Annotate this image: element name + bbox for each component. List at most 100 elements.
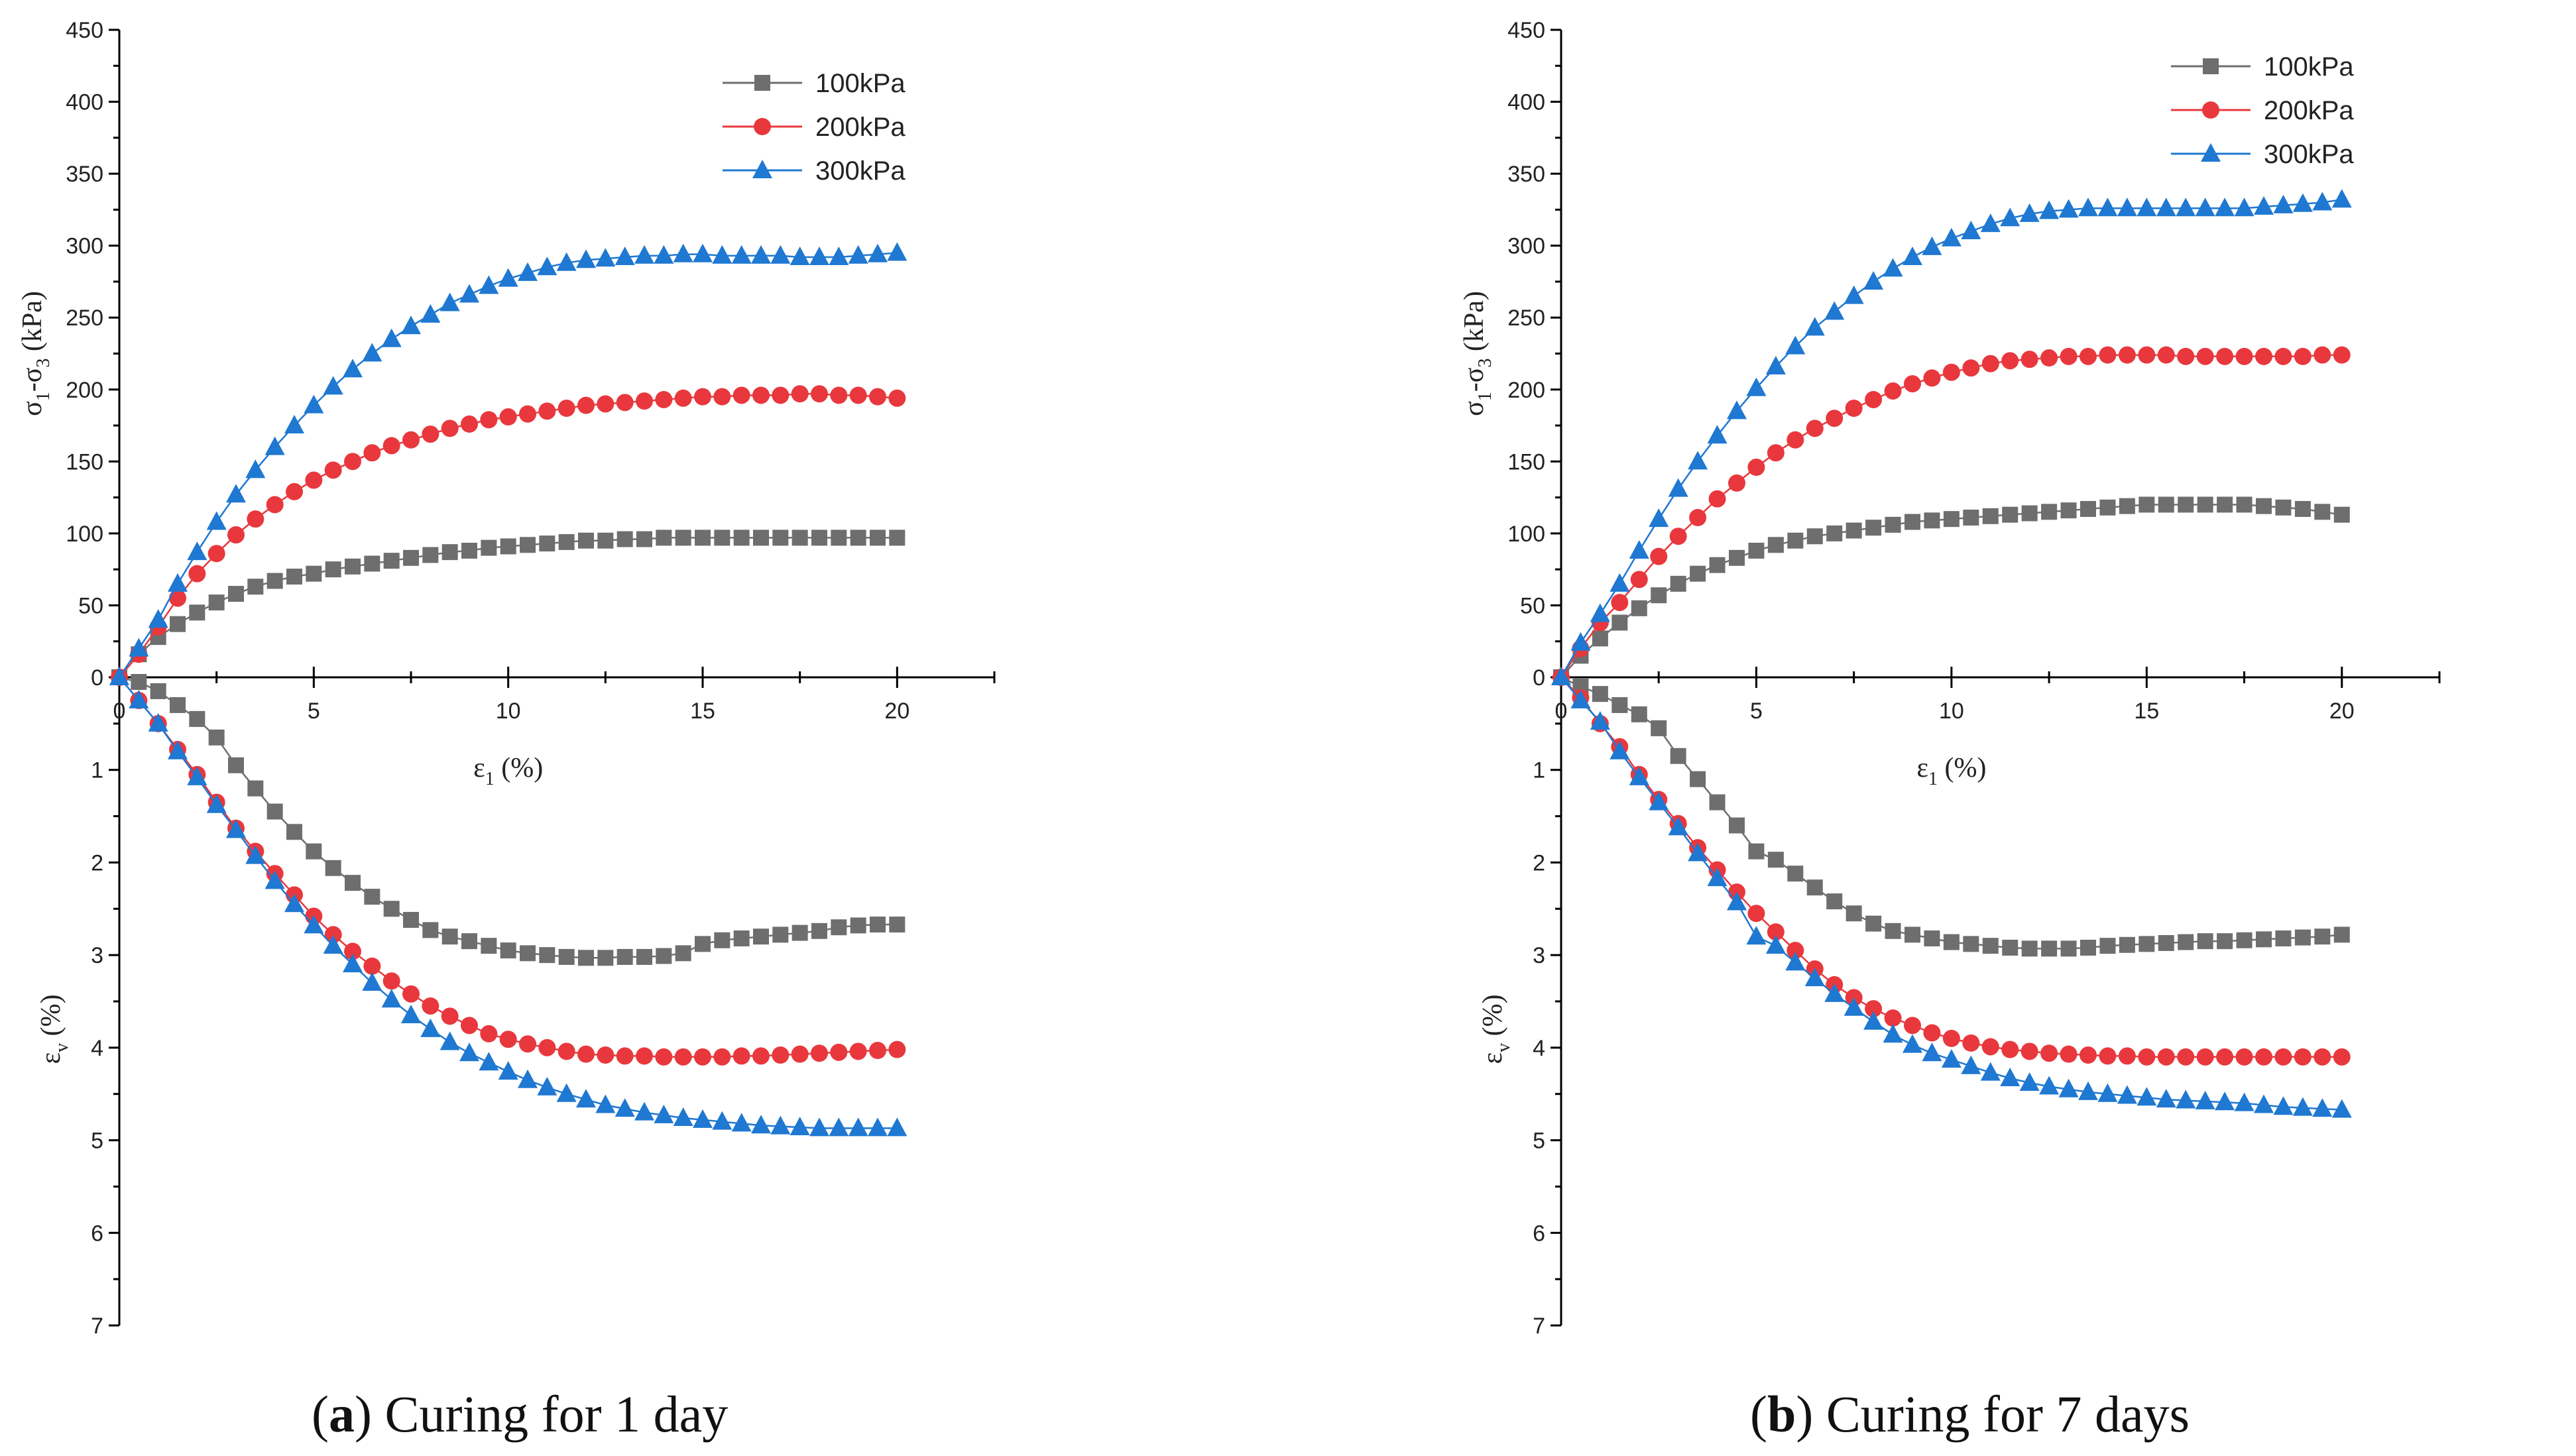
stress-point — [401, 315, 421, 335]
stress-point — [2118, 346, 2136, 364]
stress-point — [693, 243, 713, 262]
volumetric-point — [791, 924, 808, 941]
stress-point — [187, 541, 207, 561]
stress-point — [1767, 444, 1785, 462]
volumetric-point — [1865, 1000, 1883, 1018]
stress-point — [479, 275, 499, 294]
stress-point — [675, 530, 691, 546]
volumetric-point — [1570, 689, 1591, 708]
stress-point — [2274, 347, 2292, 365]
volumetric-point — [752, 1047, 770, 1065]
y-tick-label: 5 — [91, 1129, 103, 1154]
stress-point — [420, 304, 441, 323]
stress-point — [2058, 199, 2079, 218]
volumetric-point — [1592, 686, 1608, 702]
lower-y-axis-title: εv (%) — [1478, 994, 1514, 1064]
y-tick-label: 400 — [1507, 90, 1545, 115]
stress-point — [790, 247, 810, 266]
stress-point — [344, 453, 361, 471]
volumetric-point — [791, 1045, 809, 1063]
volumetric-point — [1885, 923, 1901, 939]
y-tick-label: 350 — [66, 162, 103, 187]
stress-point — [1669, 528, 1687, 545]
volumetric-point — [1804, 968, 1825, 987]
volumetric-point — [654, 1104, 674, 1123]
stress-point — [189, 604, 205, 621]
stress-point — [382, 437, 400, 455]
stress-point — [2156, 197, 2176, 217]
volumetric-point — [556, 1083, 577, 1102]
y-tick-label: 6 — [1533, 1221, 1545, 1246]
volumetric-point — [344, 942, 361, 960]
stress-point — [343, 359, 363, 378]
volumetric-point — [1980, 1062, 2001, 1081]
y-tick-label: 350 — [1507, 162, 1545, 187]
y-tick-label: 3 — [1533, 943, 1545, 968]
volumetric-point — [247, 780, 264, 797]
stress-point — [2254, 196, 2274, 215]
volumetric-point — [2254, 1094, 2274, 1113]
chart-panel-1: 0 50 100 150 200 250 300 350 400 450 1 2 3 4 5 6 7 0 5 10 15… — [17, 18, 996, 1443]
volumetric-point — [1884, 1009, 1902, 1027]
volumetric-point — [2275, 930, 2292, 946]
y-tick-label: 1 — [91, 758, 103, 783]
volumetric-point — [2138, 1048, 2156, 1066]
volumetric-point — [2312, 1098, 2333, 1117]
volumetric-point — [656, 948, 672, 964]
volumetric-point — [206, 794, 227, 813]
volumetric-point — [577, 1045, 595, 1063]
stress-point — [1631, 600, 1647, 616]
stress-point — [206, 511, 227, 530]
stress-point — [1961, 220, 1981, 239]
y-tick-label: 0 — [91, 665, 103, 691]
volumetric-point — [634, 1101, 654, 1121]
series-200kPa — [111, 385, 906, 1066]
stress-point — [364, 555, 381, 572]
y-tick-label: 2 — [1533, 850, 1545, 875]
stress-point — [713, 388, 731, 406]
volumetric-point — [1863, 1011, 1884, 1030]
volumetric-point — [2158, 934, 2174, 951]
volumetric-point — [1941, 1049, 1961, 1068]
volumetric-point — [1590, 711, 1610, 730]
volumetric-point — [2195, 1090, 2215, 1109]
stress-point — [1629, 539, 1649, 559]
volumetric-point — [1668, 816, 1688, 836]
stress-point — [733, 530, 750, 546]
y-tick-label: 3 — [91, 943, 103, 968]
stress-point — [2137, 197, 2157, 217]
volumetric-point — [733, 930, 750, 946]
ylabel-part: (%) — [36, 994, 66, 1042]
stress-point — [1690, 565, 1706, 582]
stress-point — [148, 609, 168, 628]
caption-open: ( — [312, 1385, 329, 1443]
stress-point — [1923, 369, 1941, 387]
figure-caption: (b) Curing for 7 days — [1750, 1385, 2190, 1443]
stress-point — [2234, 197, 2254, 217]
volumetric-point — [2002, 939, 2019, 956]
stress-point — [751, 245, 771, 264]
stress-point — [323, 376, 343, 395]
stress-line — [119, 537, 898, 678]
volumetric-point — [479, 1052, 499, 1071]
y-tick-label: 400 — [66, 90, 103, 115]
volumetric-point — [343, 954, 363, 973]
volumetric-point — [2216, 1048, 2234, 1066]
stress-point — [2333, 506, 2350, 523]
stress-point — [2195, 197, 2215, 217]
ylabel-subscript: 3 — [1475, 359, 1495, 368]
volumetric-point — [2178, 934, 2194, 950]
volumetric-point — [284, 893, 304, 913]
stress-point — [1981, 355, 1999, 372]
volumetric-point — [1610, 740, 1630, 759]
volumetric-point — [537, 1076, 557, 1095]
x-axis-title: ε1 (%) — [1916, 753, 1986, 789]
y-tick-label: 7 — [1533, 1314, 1545, 1339]
volumetric-point — [1690, 771, 1706, 787]
stress-point — [2097, 197, 2118, 217]
stress-point — [1883, 258, 1903, 277]
stress-point — [634, 245, 654, 264]
stress-point — [2313, 346, 2331, 364]
volumetric-point — [1943, 934, 1960, 950]
